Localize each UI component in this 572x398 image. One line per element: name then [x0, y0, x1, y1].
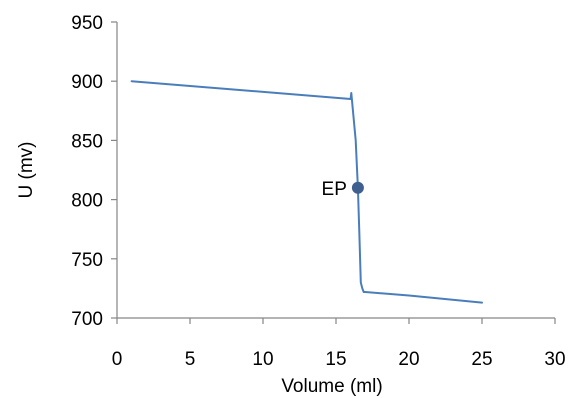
x-tick-label: 5 [185, 349, 196, 370]
ep-label: EP [322, 179, 347, 200]
y-tick-label: 850 [71, 131, 103, 152]
series-line [130, 80, 483, 304]
x-tick-label: 25 [471, 349, 492, 370]
x-axis-ticks: 0 5 10 15 20 25 30 [112, 318, 566, 370]
y-tick-label: 950 [71, 13, 103, 34]
series-layer [130, 80, 483, 304]
x-tick-label: 0 [112, 349, 123, 370]
y-tick-label: 900 [71, 72, 103, 93]
y-tick-label: 750 [71, 250, 103, 271]
y-tick-label: 700 [71, 309, 103, 330]
x-tick-label: 20 [398, 349, 419, 370]
annotation-layer: EP [322, 179, 364, 200]
y-axis-ticks: 700 750 800 850 900 950 [71, 13, 117, 330]
x-tick-label: 30 [544, 349, 565, 370]
x-tick-label: 10 [252, 349, 273, 370]
y-axis-title: U (mv) [16, 142, 37, 199]
x-axis-title: Volume (ml) [281, 376, 382, 397]
y-tick-label: 800 [71, 191, 103, 212]
ep-marker [351, 181, 364, 194]
x-tick-label: 15 [325, 349, 346, 370]
